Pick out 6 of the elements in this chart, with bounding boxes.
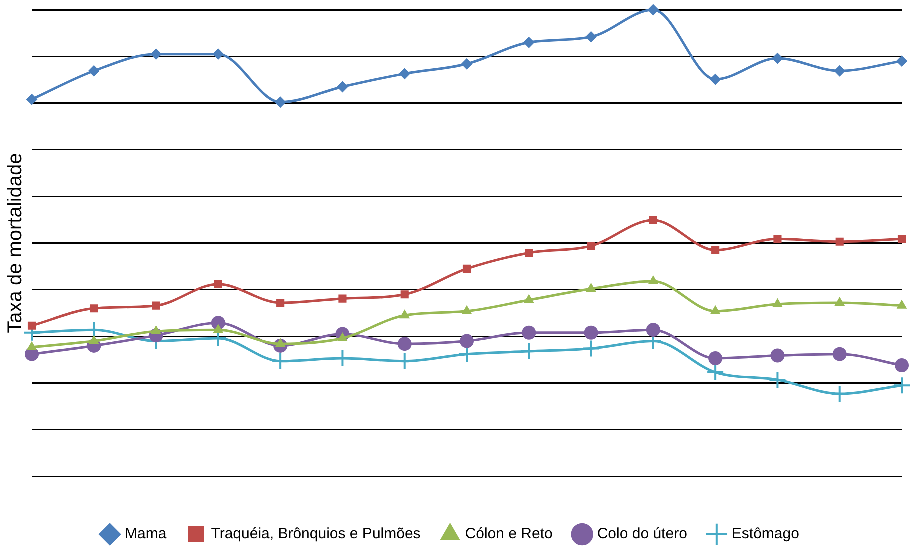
y-axis-title: Taxa de mortalidade [4,153,27,334]
legend-label: Estômago [732,526,800,543]
legend-label: Cólon e Reto [465,526,553,543]
legend-label: Traquéia, Brônquios e Pulmões [211,526,421,543]
legend-label: Colo do útero [597,526,688,543]
legend-label: Mama [125,526,168,543]
